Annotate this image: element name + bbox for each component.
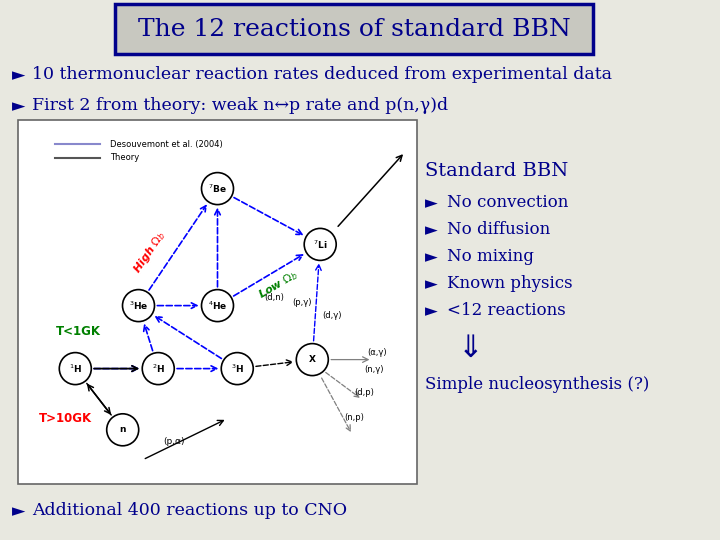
Circle shape	[122, 289, 155, 322]
Text: T<1GK: T<1GK	[55, 325, 101, 338]
Text: (n,p): (n,p)	[344, 413, 364, 422]
Text: $^2$H: $^2$H	[152, 362, 165, 375]
Circle shape	[59, 353, 91, 384]
Circle shape	[202, 173, 233, 205]
Text: $^4$He: $^4$He	[207, 299, 228, 312]
Circle shape	[202, 289, 233, 322]
Text: n: n	[120, 426, 126, 434]
Text: Simple nucleosynthesis (?): Simple nucleosynthesis (?)	[425, 376, 649, 393]
Text: <12 reactions: <12 reactions	[447, 302, 566, 319]
Text: (d,γ): (d,γ)	[323, 310, 342, 320]
Text: (n,γ): (n,γ)	[364, 364, 384, 374]
Text: T>10GK: T>10GK	[38, 412, 91, 425]
Text: ⇓: ⇓	[457, 334, 482, 363]
Text: $^7$Be: $^7$Be	[208, 183, 227, 195]
Text: $^7$Li: $^7$Li	[313, 238, 328, 251]
Text: (p,α): (p,α)	[163, 437, 185, 446]
Text: ►: ►	[425, 248, 438, 266]
Text: High $\Omega_b$: High $\Omega_b$	[131, 228, 169, 276]
Text: $^3$H: $^3$H	[230, 362, 244, 375]
Text: Desouvemont et al. (2004): Desouvemont et al. (2004)	[110, 139, 222, 148]
Text: $^1$H: $^1$H	[68, 362, 82, 375]
Text: No convection: No convection	[447, 194, 568, 211]
Circle shape	[107, 414, 139, 446]
Text: Low $\Omega_b$: Low $\Omega_b$	[256, 268, 301, 302]
Text: No mixing: No mixing	[447, 248, 534, 265]
Text: ►: ►	[12, 502, 25, 520]
Text: ►: ►	[425, 302, 438, 320]
Text: Additional 400 reactions up to CNO: Additional 400 reactions up to CNO	[32, 502, 347, 519]
Text: (α,γ): (α,γ)	[367, 348, 387, 356]
Text: The 12 reactions of standard BBN: The 12 reactions of standard BBN	[138, 17, 570, 40]
Text: X: X	[309, 355, 316, 364]
Text: (d,p): (d,p)	[354, 388, 374, 396]
Circle shape	[221, 353, 253, 384]
FancyBboxPatch shape	[18, 120, 417, 484]
Text: $^3$He: $^3$He	[129, 299, 148, 312]
Text: ►: ►	[425, 221, 438, 239]
Text: ►: ►	[425, 275, 438, 293]
Circle shape	[304, 228, 336, 260]
Text: First 2 from theory: weak n↔p rate and p(n,γ)d: First 2 from theory: weak n↔p rate and p…	[32, 97, 448, 114]
Text: ►: ►	[12, 97, 25, 115]
FancyBboxPatch shape	[115, 4, 593, 54]
Text: Theory: Theory	[110, 153, 139, 163]
Text: Known physics: Known physics	[447, 275, 572, 292]
Text: (d,n): (d,n)	[264, 293, 284, 302]
Text: ►: ►	[12, 66, 25, 84]
Text: ►: ►	[425, 194, 438, 212]
Text: Standard BBN: Standard BBN	[425, 162, 568, 180]
Circle shape	[297, 343, 328, 376]
Circle shape	[143, 353, 174, 384]
Text: (p,γ): (p,γ)	[292, 298, 312, 307]
Text: No diffusion: No diffusion	[447, 221, 550, 238]
Text: 10 thermonuclear reaction rates deduced from experimental data: 10 thermonuclear reaction rates deduced …	[32, 66, 612, 83]
